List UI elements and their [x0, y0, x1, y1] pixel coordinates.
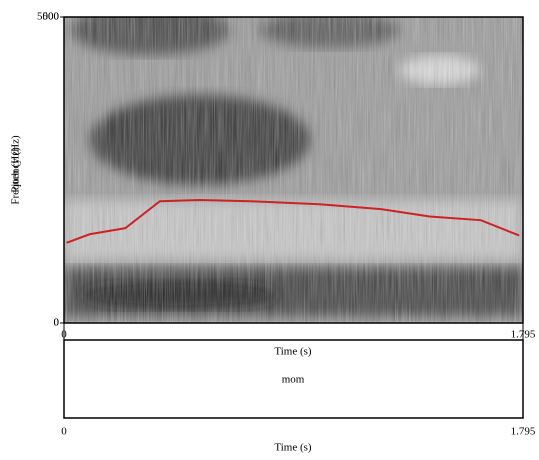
- x-tick-label: 1.795: [511, 329, 536, 341]
- y2-tick-label: 0: [54, 317, 60, 329]
- spectrogram: [64, 17, 523, 323]
- y-tick-label: 5000: [37, 11, 60, 23]
- y2-tick-label: 500: [43, 11, 60, 23]
- y2-axis-label: Pitch (Hz): [10, 147, 22, 193]
- x-tick-label: 0: [61, 426, 67, 438]
- x-axis-label: Time (s): [274, 442, 312, 454]
- x-tick-label: 1.795: [511, 426, 536, 438]
- x-tick-label: 0: [61, 329, 67, 341]
- tier-text: mom: [282, 374, 305, 386]
- y-axis-label: Frequency (Hz): [10, 135, 22, 205]
- y-tick-label: 0: [54, 317, 60, 329]
- pitch-line: [66, 198, 520, 244]
- text-tier: [63, 339, 524, 419]
- plot-frame: [63, 16, 524, 324]
- x-axis-label: Time (s): [274, 346, 312, 358]
